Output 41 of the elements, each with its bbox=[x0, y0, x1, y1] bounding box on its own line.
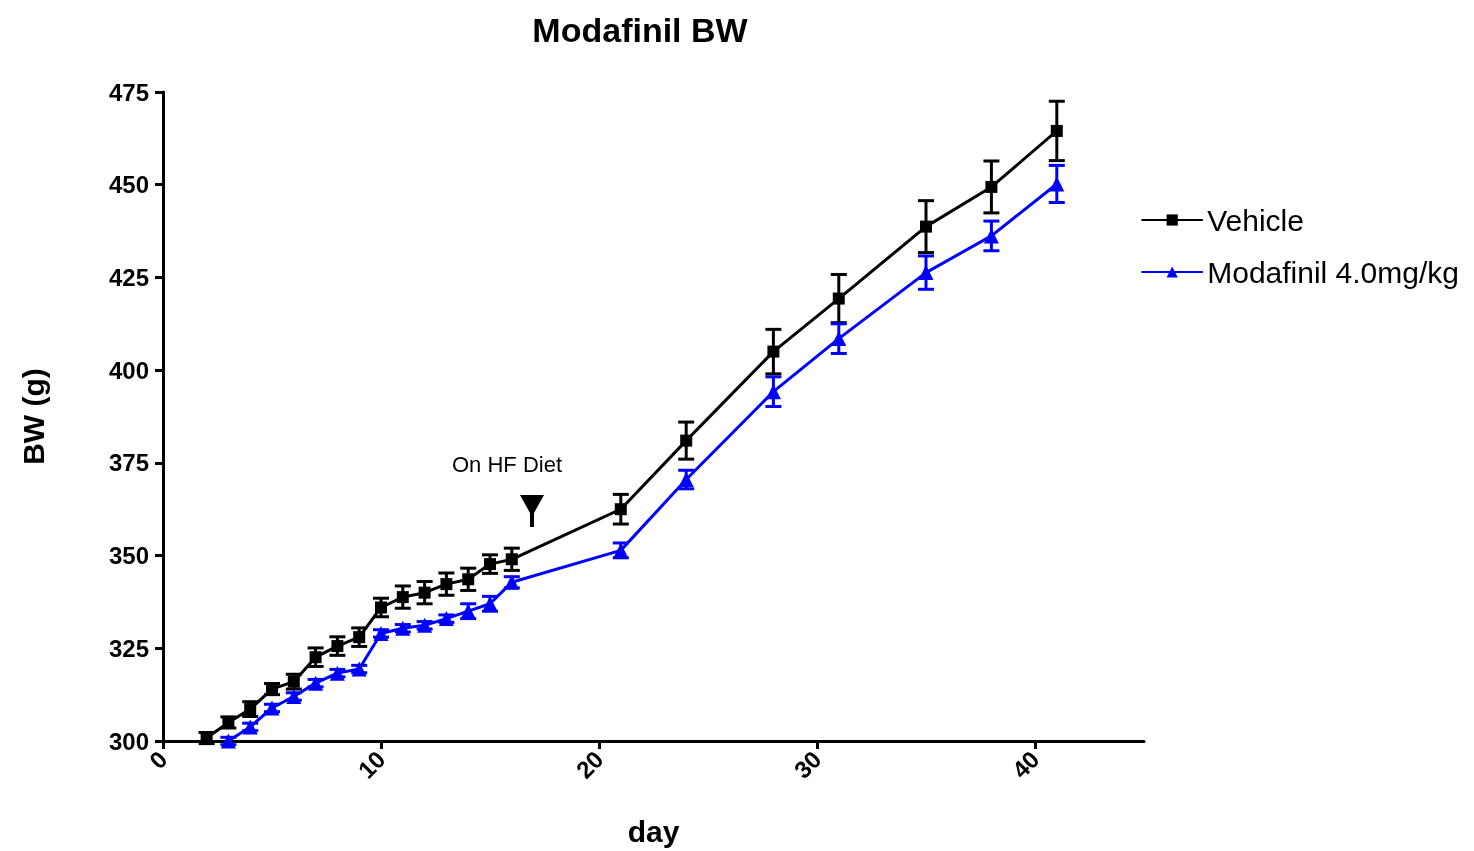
point bbox=[1049, 176, 1065, 192]
point bbox=[418, 586, 431, 599]
chart-title: Modafinil BW bbox=[532, 11, 749, 49]
point bbox=[462, 573, 475, 586]
point bbox=[765, 384, 781, 400]
y-tick-label: 375 bbox=[108, 449, 149, 477]
point bbox=[614, 503, 627, 516]
point bbox=[678, 472, 694, 488]
point bbox=[331, 640, 344, 653]
point bbox=[983, 228, 999, 244]
point bbox=[680, 434, 693, 447]
point bbox=[375, 601, 387, 614]
point bbox=[831, 331, 847, 347]
point bbox=[1050, 124, 1063, 137]
point bbox=[440, 578, 453, 591]
y-tick-label: 300 bbox=[108, 727, 149, 755]
x-axis-title: day bbox=[627, 814, 680, 848]
point bbox=[505, 553, 518, 566]
legend-label: Modafinil 4.0mg/kg bbox=[1207, 255, 1459, 289]
point bbox=[920, 220, 932, 233]
point bbox=[918, 265, 934, 281]
x-tick-label: 30 bbox=[788, 745, 827, 784]
point bbox=[832, 292, 845, 305]
point bbox=[985, 180, 998, 193]
point bbox=[767, 345, 780, 358]
point bbox=[309, 651, 322, 664]
y-tick-label: 450 bbox=[108, 171, 149, 199]
y-tick-label: 425 bbox=[108, 263, 149, 291]
y-tick-label: 350 bbox=[108, 542, 149, 570]
legend-label: Vehicle bbox=[1207, 203, 1304, 237]
x-tick-label: 10 bbox=[352, 745, 391, 784]
point bbox=[396, 591, 409, 604]
y-axis-title: BW (g) bbox=[16, 368, 50, 465]
point bbox=[484, 558, 496, 571]
x-tick-label: 20 bbox=[570, 745, 609, 784]
y-tick-label: 475 bbox=[108, 78, 149, 106]
annotation: On HF Diet bbox=[452, 452, 563, 478]
y-tick-label: 325 bbox=[108, 634, 149, 662]
y-tick-label: 400 bbox=[108, 356, 149, 384]
x-tick-label: 40 bbox=[1006, 745, 1045, 784]
point bbox=[353, 631, 366, 644]
